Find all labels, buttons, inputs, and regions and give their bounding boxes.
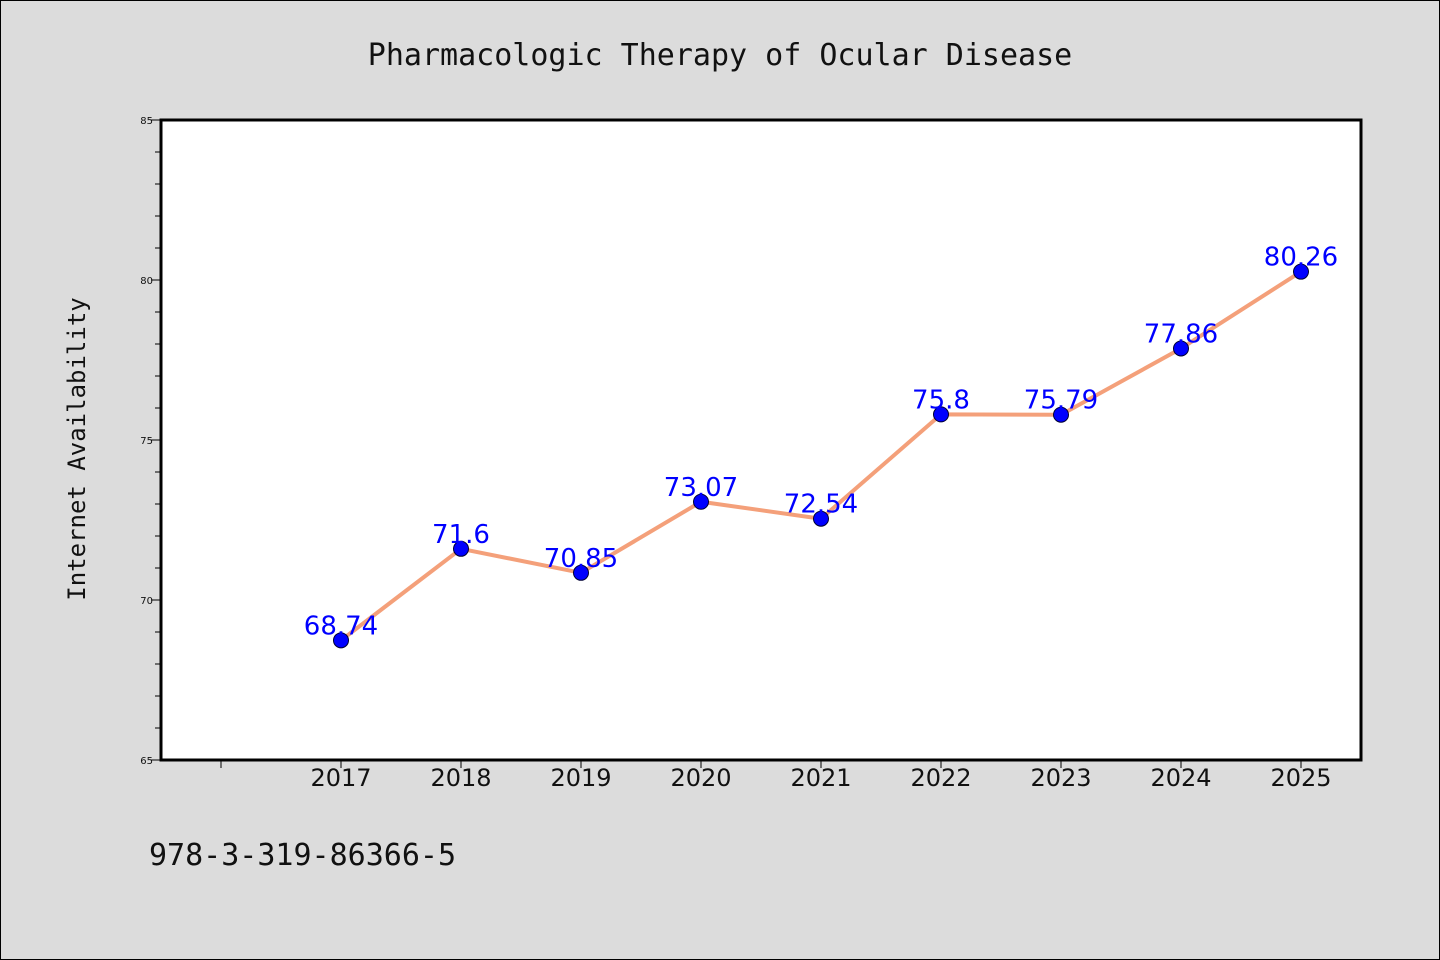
data-point [933, 406, 949, 423]
x-tick-label: 2024 [1150, 764, 1211, 792]
plot-area [159, 118, 1363, 762]
x-tick-label: 2018 [430, 764, 491, 792]
data-label: 75.79 [1024, 386, 1098, 416]
y-axis-label: Internet Availability [63, 297, 91, 600]
data-label: 70.85 [544, 544, 618, 574]
x-tick-label: 2021 [790, 764, 851, 792]
data-label: 75.8 [912, 385, 970, 415]
x-tick-label: 2025 [1270, 764, 1331, 792]
data-point [813, 510, 829, 527]
data-label: 68.74 [304, 611, 378, 641]
x-tick-label: 2019 [550, 764, 611, 792]
y-tick-label: 65 [140, 756, 153, 767]
data-point [1173, 340, 1189, 357]
series-layer: 68.74 71.6 70.85 73.07 72.54 75.8 75.79 77.86 80… [304, 243, 1338, 649]
isbn-text: 978-3-319-86366-5 [149, 838, 456, 873]
y-tick-label: 70 [140, 596, 153, 607]
y-axis-ticks: 65 70 75 80 85 [140, 116, 161, 767]
chart-title: Pharmacologic Therapy of Ocular Disease [368, 38, 1072, 73]
y-tick-label: 80 [140, 276, 153, 287]
x-tick-label: 2020 [670, 764, 731, 792]
x-axis-ticks: 2017 2018 2019 2020 2021 2022 2023 2024 2025 [220, 760, 1332, 792]
data-point [573, 564, 589, 581]
y-tick-label: 75 [140, 436, 153, 447]
data-label: 72.54 [784, 490, 858, 520]
data-label: 73.07 [664, 473, 738, 503]
data-label: 80.26 [1264, 243, 1338, 273]
data-label: 77.86 [1144, 319, 1218, 349]
x-tick-label: 2017 [310, 764, 371, 792]
x-tick-label: 2022 [910, 764, 971, 792]
data-point [1293, 263, 1309, 280]
x-tick-label: 2023 [1030, 764, 1091, 792]
data-point [1053, 406, 1069, 423]
y-tick-label: 85 [140, 116, 153, 127]
data-point [453, 540, 469, 557]
data-label: 71.6 [432, 520, 490, 550]
data-point [333, 632, 349, 649]
data-point [693, 493, 709, 510]
